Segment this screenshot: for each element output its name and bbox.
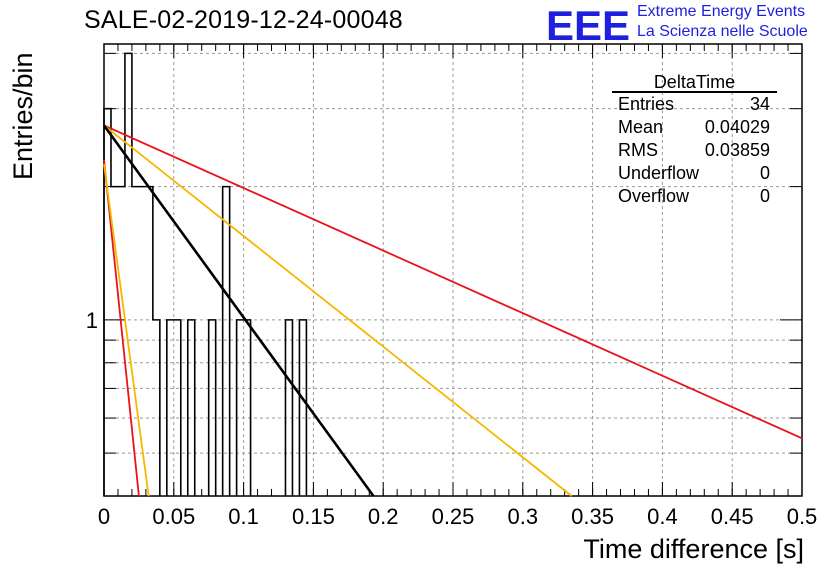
stats-row-label: Mean [618,117,663,137]
histogram-bin [188,320,195,496]
stats-row-value: 0 [760,163,770,183]
x-tick-labels: 0 0.05 0.1 0.15 0.2 0.25 0.3 0.35 0.4 0.45 0.5 [98,504,817,529]
y-axis-label: Entries/bin [8,52,38,180]
x-tick-label: 0.4 [647,504,678,529]
logo-line2: La Scienza nelle Scuole [637,23,808,40]
x-tick-label: 0.3 [508,504,539,529]
stats-row-label: RMS [618,140,658,160]
x-tick-label: 0.5 [787,504,818,529]
x-tick-label: 0 [98,504,110,529]
eee-logo: EEE [546,4,630,44]
stats-row-label: Entries [618,94,674,114]
stats-row-value: 34 [750,94,770,114]
stats-box: DeltaTime Entries 34 Mean 0.04029 RMS 0.03859… [612,72,777,206]
fit-line [103,163,150,497]
histogram-bin [167,320,174,496]
histogram-bin [223,187,230,496]
histogram-bin [153,320,160,496]
histogram-bin [125,53,132,496]
histogram-bin [174,320,181,496]
histogram-bin [146,187,153,496]
y-tick-label: 1 [86,308,98,333]
x-tick-label: 0.2 [368,504,399,529]
histogram-outline [103,52,308,496]
fit-line [103,159,140,497]
fit-line [102,124,375,497]
histogram-bin [237,320,244,496]
eee-logo-letters: EEE [546,4,630,44]
fit-line [103,124,573,497]
x-axis-label: Time difference [s] [583,534,804,564]
x-tick-label: 0.1 [228,504,259,529]
stats-row-value: 0.03859 [705,140,770,160]
x-tick-label: 0.05 [152,504,195,529]
histogram-bin [132,187,139,496]
histogram-bin [285,320,292,496]
grid-lines [104,44,802,497]
logo-line1: Extreme Energy Events [637,3,806,20]
run-title: SALE-02-2019-12-24-00048 [84,6,403,34]
stats-row-label: Underflow [618,163,700,183]
y-tick-labels: 1 [86,308,98,333]
x-tick-label: 0.35 [571,504,614,529]
histogram-bin [118,187,125,496]
x-tick-label: 0.45 [711,504,754,529]
histogram-bin [299,320,306,496]
histogram-bars [103,52,308,496]
fit-lines [102,124,803,497]
stats-row-value: 0.04029 [705,117,770,137]
stats-title: DeltaTime [654,72,735,92]
fit-line [103,124,803,440]
stats-row-label: Overflow [618,186,690,206]
histogram-bin [244,320,251,496]
histogram-bin [209,320,216,496]
x-tick-label: 0.15 [292,504,335,529]
stats-row-value: 0 [760,186,770,206]
x-tick-label: 0.25 [432,504,475,529]
